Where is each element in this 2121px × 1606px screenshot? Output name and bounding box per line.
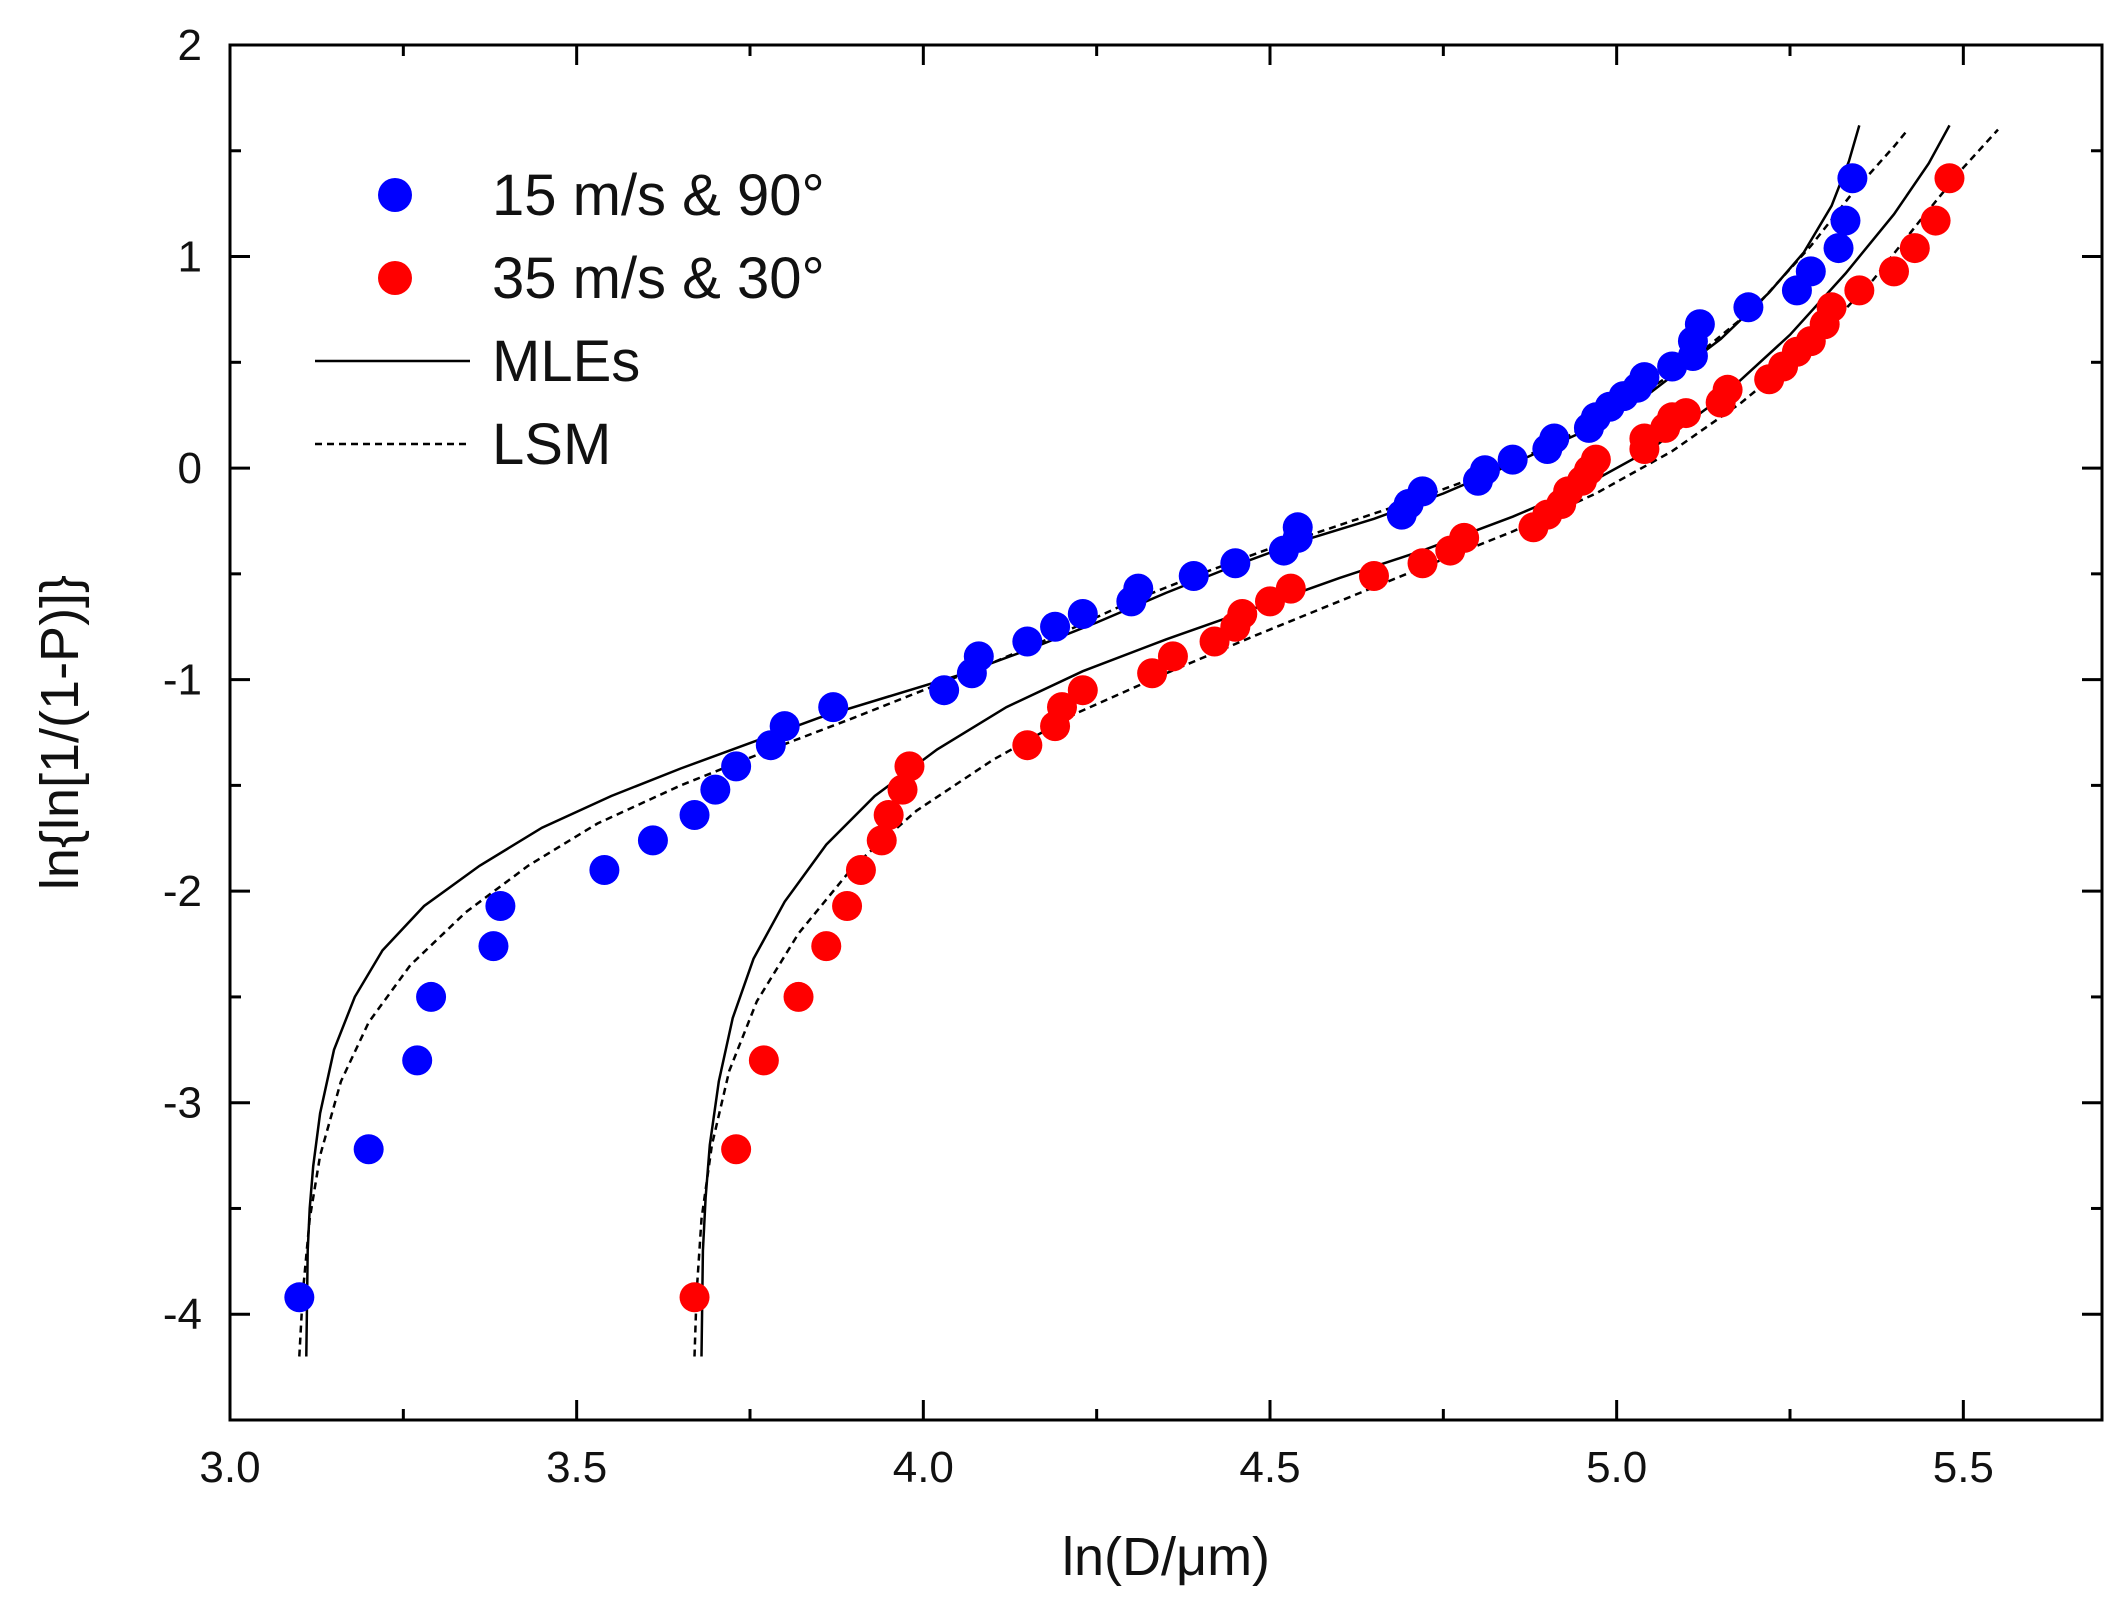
data-point bbox=[1671, 398, 1701, 429]
data-point bbox=[1629, 362, 1660, 393]
legend: 15 m/s & 90° 35 m/s & 30° MLEs LSM bbox=[315, 163, 825, 477]
data-point bbox=[748, 1045, 779, 1076]
y-axis: -4 -3 -2 -1 0 1 2 bbox=[163, 21, 2102, 1339]
x-tick-label: 5.5 bbox=[1933, 1443, 1994, 1492]
data-point bbox=[1920, 205, 1951, 236]
y-tick-label: -3 bbox=[163, 1079, 202, 1128]
data-point bbox=[721, 751, 752, 782]
legend-label: 35 m/s & 30° bbox=[492, 246, 825, 311]
data-point bbox=[1823, 233, 1854, 264]
data-point bbox=[402, 1045, 433, 1076]
data-point bbox=[866, 825, 897, 856]
data-point bbox=[1178, 560, 1209, 591]
data-point bbox=[963, 641, 994, 672]
legend-marker bbox=[378, 178, 412, 212]
data-point bbox=[887, 774, 918, 805]
data-point bbox=[1795, 256, 1826, 287]
legend-marker bbox=[378, 261, 412, 295]
data-point bbox=[1012, 626, 1043, 657]
x-tick-label: 3.5 bbox=[546, 1443, 607, 1492]
data-point bbox=[679, 1282, 710, 1313]
data-point bbox=[811, 931, 842, 962]
data-point bbox=[1199, 626, 1230, 657]
data-point bbox=[1879, 256, 1909, 287]
x-axis-title: ln(D/μm) bbox=[1062, 1527, 1270, 1587]
data-point bbox=[818, 692, 849, 723]
data-point bbox=[589, 855, 620, 885]
y-tick-label: 2 bbox=[178, 21, 202, 70]
plot-frame bbox=[228, 43, 2104, 1422]
data-point bbox=[1040, 611, 1071, 642]
data-point bbox=[1844, 275, 1875, 306]
legend-label: LSM bbox=[492, 412, 611, 477]
data-point bbox=[873, 800, 904, 830]
data-point bbox=[1539, 423, 1570, 454]
data-point bbox=[1837, 163, 1868, 194]
data-point bbox=[783, 981, 814, 1012]
data-point bbox=[1449, 522, 1480, 553]
x-tick-label: 5.0 bbox=[1586, 1443, 1647, 1492]
y-tick-label: -1 bbox=[163, 656, 202, 705]
data-point bbox=[1830, 205, 1861, 236]
x-tick-label: 3.0 bbox=[199, 1443, 260, 1492]
data-point bbox=[1282, 512, 1313, 543]
data-point bbox=[894, 751, 925, 782]
data-point bbox=[1407, 476, 1438, 507]
data-point bbox=[1580, 444, 1611, 475]
y-tick-label: 1 bbox=[178, 233, 202, 282]
x-axis: 3.0 3.5 4.0 4.5 5.0 5.5 bbox=[199, 45, 1994, 1492]
data-point bbox=[1684, 309, 1715, 340]
data-point bbox=[416, 981, 447, 1012]
data-point bbox=[485, 890, 516, 921]
y-axis-title: ln{ln[1/(1-P)]} bbox=[30, 575, 90, 890]
legend-label: MLEs bbox=[492, 329, 640, 394]
data-point bbox=[1012, 730, 1043, 761]
y-tick-label: 0 bbox=[178, 444, 202, 493]
data-point bbox=[1067, 599, 1098, 630]
data-point bbox=[1359, 560, 1389, 591]
data-point bbox=[1712, 374, 1743, 405]
data-point bbox=[1067, 675, 1098, 706]
data-point bbox=[679, 800, 710, 830]
data-point bbox=[478, 931, 509, 962]
data-point bbox=[1157, 641, 1188, 672]
data-point bbox=[1047, 692, 1077, 723]
data-point bbox=[1275, 573, 1306, 604]
data-point bbox=[700, 774, 731, 805]
data-point bbox=[929, 675, 960, 706]
data-point bbox=[1497, 444, 1528, 475]
data-point bbox=[1934, 163, 1965, 194]
data-point bbox=[284, 1282, 315, 1313]
mle-fit-line bbox=[700, 124, 1951, 1357]
data-point bbox=[1227, 599, 1258, 630]
data-point bbox=[353, 1134, 384, 1165]
y-tick-label: -2 bbox=[163, 867, 202, 916]
data-point bbox=[1137, 658, 1168, 689]
data-point bbox=[1816, 292, 1847, 323]
y-tick-label: -4 bbox=[163, 1290, 202, 1339]
data-point bbox=[1469, 455, 1500, 486]
x-tick-label: 4.0 bbox=[893, 1443, 954, 1492]
data-point bbox=[1899, 233, 1930, 264]
plot-area bbox=[228, 43, 2104, 1422]
data-point bbox=[1407, 548, 1438, 579]
data-point bbox=[1123, 573, 1154, 604]
data-point bbox=[1220, 548, 1251, 579]
data-point bbox=[845, 855, 876, 885]
legend-label: 15 m/s & 90° bbox=[492, 163, 825, 228]
data-point bbox=[1733, 292, 1764, 323]
data-point bbox=[721, 1134, 752, 1165]
x-tick-label: 4.5 bbox=[1239, 1443, 1300, 1492]
series-red-points bbox=[679, 163, 1965, 1313]
data-point bbox=[832, 890, 863, 921]
series-blue-points bbox=[284, 163, 1868, 1313]
data-point bbox=[637, 825, 668, 856]
data-point bbox=[769, 711, 800, 742]
